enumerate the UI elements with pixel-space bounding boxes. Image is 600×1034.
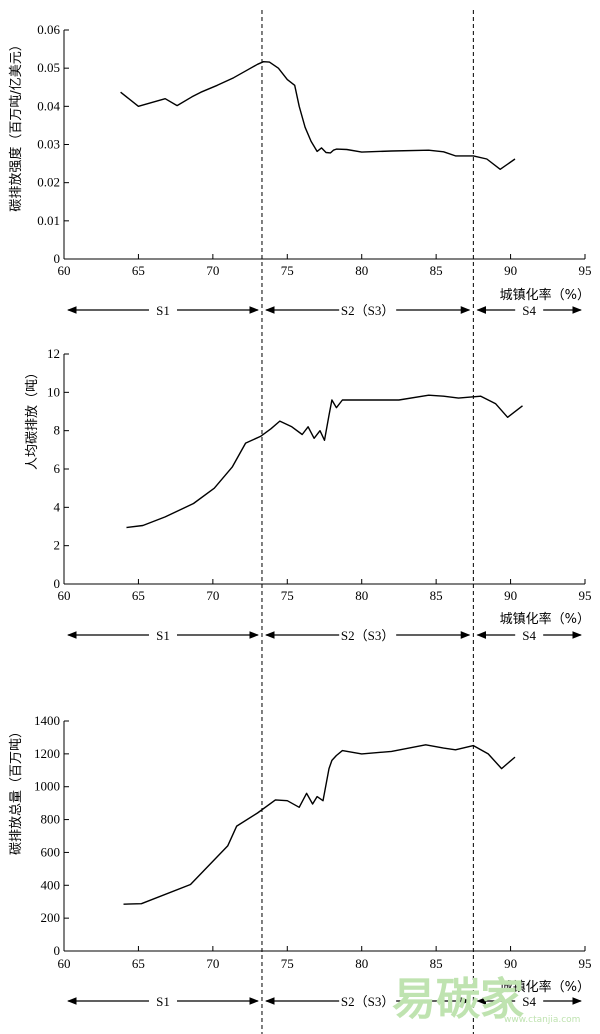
watermark-url: www.ctanjia.com bbox=[504, 1015, 580, 1025]
watermark: 易碳家 www.ctanjia.com bbox=[392, 974, 580, 1025]
x-tick-label: 70 bbox=[206, 263, 219, 278]
x-axis-label: 城镇化率（%） bbox=[500, 979, 590, 995]
stage-label: S1 bbox=[156, 994, 170, 1009]
x-tick-label: 90 bbox=[504, 956, 517, 971]
x-axis-label: 城镇化率（%） bbox=[500, 287, 590, 303]
y-tick-label: 0.05 bbox=[37, 60, 60, 75]
chart-panel-intensity: 碳排放强度（百万吨/亿美元） 0 0.01 0.02 0.03 0.04 0.05 0.06… bbox=[8, 22, 592, 318]
y-tick-label: 10 bbox=[47, 384, 60, 399]
x-tick-label: 65 bbox=[132, 956, 145, 971]
stage-label: S4 bbox=[522, 628, 536, 643]
x-tick-label: 65 bbox=[132, 263, 145, 278]
stage-label: S1 bbox=[156, 628, 170, 643]
x-tick-label: 80 bbox=[355, 956, 368, 971]
series-line bbox=[126, 394, 523, 529]
y-tick-label: 0.01 bbox=[37, 213, 60, 228]
y-axis-label: 碳排放总量（百万吨） bbox=[9, 725, 24, 855]
y-tick-label: 1200 bbox=[34, 746, 60, 761]
y-tick-label: 0.02 bbox=[37, 175, 60, 190]
x-tick-label: 65 bbox=[132, 588, 145, 603]
series-line bbox=[120, 61, 516, 171]
y-tick-label: 1400 bbox=[34, 713, 60, 728]
x-tick-label: 75 bbox=[281, 956, 294, 971]
x-axis-label: 城镇化率（%） bbox=[500, 611, 590, 627]
y-tick-label: 12 bbox=[47, 346, 60, 361]
stage-boundaries bbox=[261, 10, 474, 1034]
x-tick-label: 85 bbox=[430, 588, 443, 603]
y-tick-label: 600 bbox=[41, 844, 61, 859]
x-tick-label: 95 bbox=[579, 956, 592, 971]
x-tick-label: 70 bbox=[206, 956, 219, 971]
y-tick-label: 0 bbox=[54, 943, 61, 958]
x-tick-label: 85 bbox=[430, 263, 443, 278]
x-tick-label: 60 bbox=[58, 263, 71, 278]
y-tick-label: 0.06 bbox=[37, 22, 60, 37]
y-tick-label: 0.03 bbox=[37, 137, 60, 152]
x-tick-label: 70 bbox=[206, 588, 219, 603]
chart-panel-per-capita: 人均碳排放（吨） 0 2 4 6 8 10 12 60 65 70 75 80 85 90 95 城镇化率（%… bbox=[25, 346, 592, 643]
y-axis-label: 人均碳排放（吨） bbox=[25, 366, 40, 470]
watermark-text: 易碳家 bbox=[392, 974, 524, 1025]
y-tick-label: 4 bbox=[54, 499, 61, 514]
stage-label: S2（S3） bbox=[341, 628, 394, 643]
x-tick-label: 60 bbox=[58, 588, 71, 603]
x-tick-label: 90 bbox=[504, 263, 517, 278]
x-tick-label: 85 bbox=[430, 956, 443, 971]
x-tick-label: 75 bbox=[281, 588, 294, 603]
y-tick-label: 8 bbox=[54, 423, 61, 438]
x-tick-label: 75 bbox=[281, 263, 294, 278]
stage-label: S2（S3） bbox=[341, 994, 394, 1009]
x-tick-label: 95 bbox=[579, 588, 592, 603]
y-tick-label: 0 bbox=[54, 251, 61, 266]
stage-label: S4 bbox=[522, 994, 536, 1009]
y-axis-label: 碳排放强度（百万吨/亿美元） bbox=[8, 38, 24, 211]
y-tick-label: 200 bbox=[41, 910, 61, 925]
chart-panel-total: 碳排放总量（百万吨） 0 200 400 600 800 1000 1200 1400 60 65… bbox=[9, 713, 592, 1009]
stage-label: S2（S3） bbox=[341, 303, 394, 318]
y-tick-label: 0.04 bbox=[37, 98, 60, 113]
y-tick-label: 1000 bbox=[34, 779, 60, 794]
x-tick-label: 60 bbox=[58, 956, 71, 971]
x-tick-label: 80 bbox=[355, 263, 368, 278]
y-tick-label: 0 bbox=[54, 576, 61, 591]
x-tick-label: 90 bbox=[504, 588, 517, 603]
x-tick-label: 80 bbox=[355, 588, 368, 603]
stage-label: S1 bbox=[156, 303, 170, 318]
y-tick-label: 6 bbox=[54, 461, 61, 476]
y-tick-label: 400 bbox=[41, 877, 61, 892]
x-tick-label: 95 bbox=[579, 263, 592, 278]
series-line bbox=[123, 744, 516, 905]
y-tick-label: 2 bbox=[54, 538, 61, 553]
y-tick-label: 800 bbox=[41, 812, 61, 827]
stage-label: S4 bbox=[522, 303, 536, 318]
